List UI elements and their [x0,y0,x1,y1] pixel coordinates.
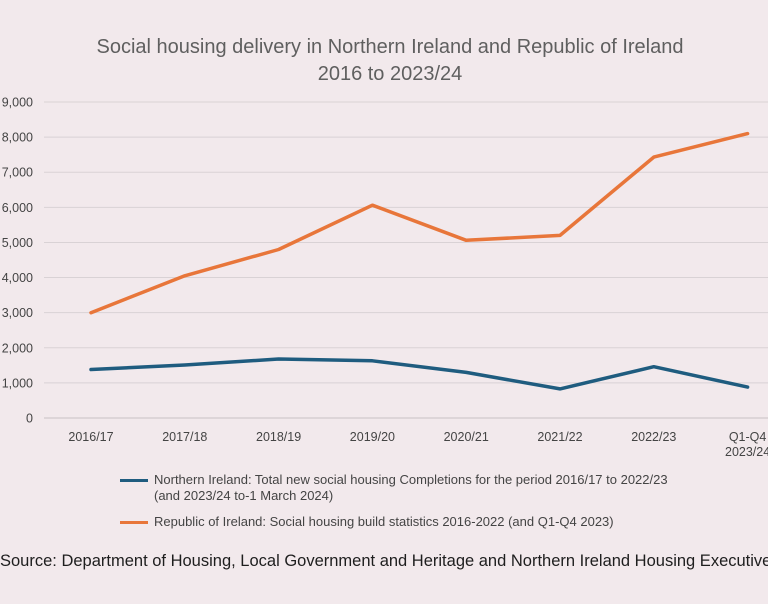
x-tick-label: 2022/23 [631,430,676,444]
legend-label-republic-of-ireland: Republic of Ireland: Social housing buil… [154,514,614,529]
series-line-republic-of-ireland [89,131,750,315]
y-tick-label: 3,000 [2,306,33,320]
chart-title-line-1: Social housing delivery in Northern Irel… [96,36,684,58]
x-tick-label: 2021/22 [537,430,582,444]
series-line-northern-ireland [89,357,750,391]
y-axis-ticks: 0 1,000 2,000 3,000 4,000 5,000 6,000 7,000 8,00… [2,96,33,426]
y-tick-label: 4,000 [2,271,33,285]
chart-title-line-2: 2016 to 2023/24 [317,63,463,85]
legend-swatch-northern-ireland [120,479,148,482]
legend-swatch-republic-of-ireland [120,521,148,524]
x-tick-label: 2019/20 [350,430,395,444]
y-tick-label: 0 [26,412,33,426]
chart-title: Social housing delivery in Northern Irel… [0,34,768,88]
y-tick-label: 9,000 [2,96,33,110]
legend-item-republic-of-ireland: Republic of Ireland: Social housing buil… [120,514,680,530]
y-tick-label: 2,000 [2,341,33,355]
y-tick-label: 8,000 [2,131,33,145]
y-tick-label: 1,000 [2,376,33,390]
x-axis-ticks: 2016/17 2017/18 2018/19 2019/20 2020/21 2021/… [68,430,768,459]
y-tick-label: 7,000 [2,166,33,180]
gridlines [44,101,768,419]
x-tick-label: Q1-Q4 2023/24 [725,430,768,459]
source-note: Source: Department of Housing, Local Gov… [0,552,768,570]
y-tick-label: 6,000 [2,201,33,215]
series-lines [89,131,750,391]
x-tick-label: 2020/21 [444,430,489,444]
y-tick-label: 5,000 [2,236,33,250]
x-tick-label: 2018/19 [256,430,301,444]
legend-label-northern-ireland: Northern Ireland: Total new social housi… [154,472,668,503]
legend: Northern Ireland: Total new social housi… [120,472,680,540]
x-tick-label: 2017/18 [162,430,207,444]
legend-item-northern-ireland: Northern Ireland: Total new social housi… [120,472,680,504]
x-tick-label: 2016/17 [68,430,113,444]
